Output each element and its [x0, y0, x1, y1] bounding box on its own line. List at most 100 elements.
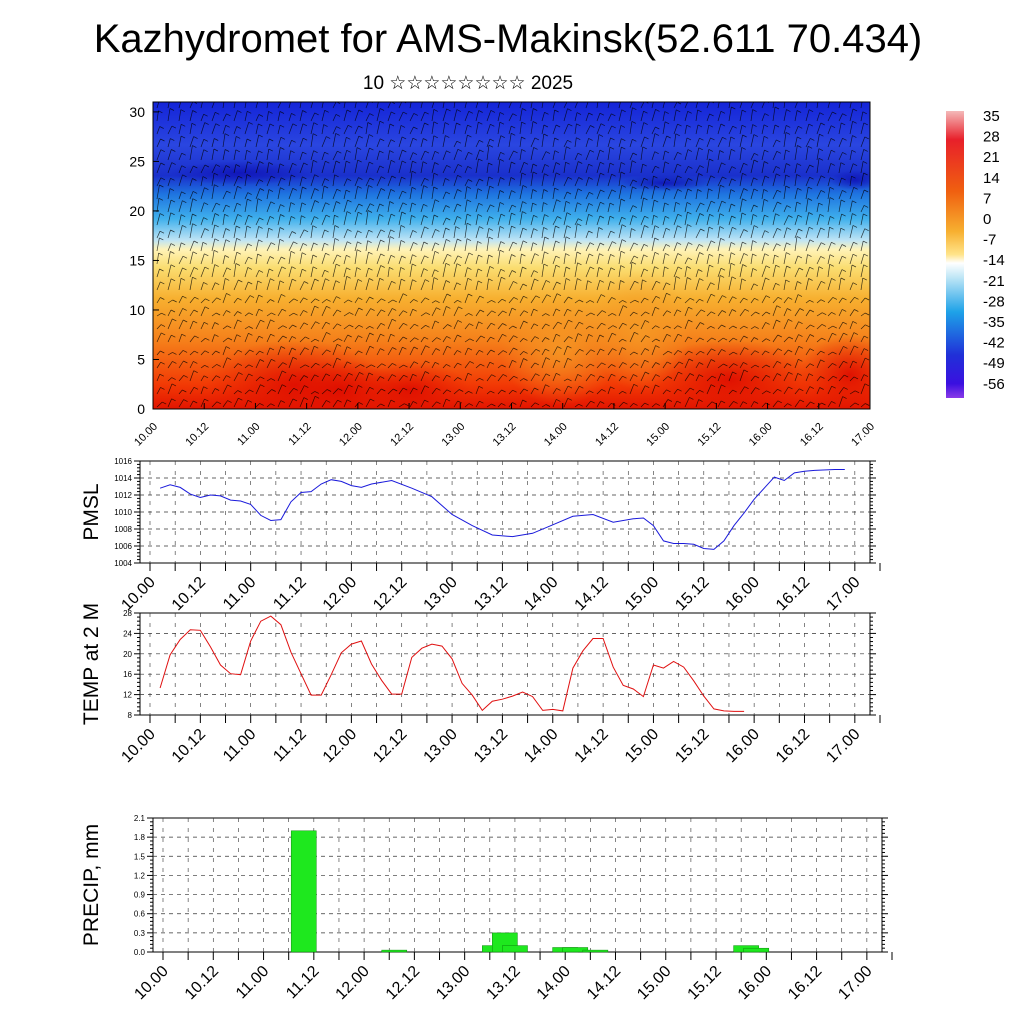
wind-barb-flag	[357, 159, 362, 163]
wind-barb-flag	[412, 137, 418, 141]
wind-barb	[728, 203, 732, 213]
wind-barb-flag	[304, 347, 309, 351]
wind-barb	[750, 268, 754, 278]
wind-barb-flag	[304, 281, 309, 284]
y-tick-label: 1.8	[134, 833, 146, 842]
wind-barb-flag	[720, 267, 726, 271]
wind-barb	[574, 102, 578, 109]
wind-barb-flag	[863, 149, 868, 152]
wind-barb-flag	[193, 309, 198, 313]
wind-barb	[288, 123, 294, 135]
y-tick-label: 8	[128, 711, 133, 720]
wind-barb	[574, 299, 580, 304]
wind-barb-flag	[213, 249, 219, 253]
wind-barb-flag	[436, 337, 441, 340]
wind-barb	[783, 336, 790, 343]
wind-barb	[629, 311, 634, 317]
wind-barb-flag	[523, 338, 528, 341]
wind-barb	[255, 336, 260, 343]
wind-barb-flag	[423, 241, 428, 245]
wind-barb	[519, 162, 525, 174]
wind-barb	[706, 254, 710, 265]
wind-barb-flag	[565, 200, 571, 204]
wind-barb-flag	[412, 308, 417, 312]
wind-barb	[277, 137, 282, 148]
wind-barb-flag	[160, 281, 165, 285]
wind-barb	[629, 179, 634, 187]
wind-barb	[167, 138, 171, 148]
wind-barb	[563, 253, 566, 265]
wind-barb-flag	[567, 385, 573, 389]
wind-barb	[838, 269, 843, 278]
wind-barb	[508, 281, 514, 291]
wind-barb-flag	[621, 99, 625, 101]
wind-barb-flag	[852, 225, 858, 228]
wind-barb	[750, 214, 754, 226]
wind-barb	[420, 161, 424, 174]
wind-barb-flag	[654, 100, 658, 102]
wind-barb	[497, 350, 504, 356]
wind-barb-flag	[555, 308, 561, 312]
wind-barb-flag	[600, 189, 605, 193]
wind-barb	[409, 161, 413, 174]
wind-barb	[244, 111, 248, 122]
wind-barb	[299, 297, 304, 304]
wind-barb-flag	[457, 216, 462, 219]
wind-barb	[695, 228, 701, 239]
wind-barb	[662, 121, 666, 135]
wind-barb-flag	[832, 332, 837, 336]
wind-barb	[673, 225, 678, 239]
wind-barb-flag	[611, 373, 616, 377]
wind-barb	[607, 267, 612, 278]
wind-barb	[167, 200, 172, 213]
wind-barb	[651, 109, 656, 122]
wind-barb-flag	[577, 278, 582, 281]
wind-barb	[563, 378, 568, 382]
wind-barb	[783, 125, 787, 135]
wind-barb-flag	[565, 253, 570, 256]
wind-barb	[750, 298, 755, 304]
wind-barb	[442, 263, 447, 278]
wind-barb	[739, 347, 745, 356]
wind-barb-flag	[224, 149, 230, 152]
wind-barb	[794, 373, 799, 382]
wind-barb-flag	[236, 237, 241, 241]
wind-barb-flag	[820, 122, 825, 126]
wind-barb	[200, 266, 206, 278]
wind-barb	[827, 351, 833, 356]
wind-barb	[706, 294, 712, 304]
wind-barb	[530, 171, 534, 187]
wind-barb-flag	[754, 326, 759, 329]
wind-barb-flag	[744, 308, 750, 312]
wind-barb	[167, 125, 173, 135]
wind-barb	[750, 109, 753, 122]
wind-barb	[695, 147, 700, 161]
wind-barb	[695, 350, 701, 356]
wind-barb	[717, 384, 722, 395]
wind-barb	[651, 176, 654, 187]
wind-barb-flag	[193, 136, 198, 139]
wind-barb	[541, 264, 545, 278]
wind-barb-flag	[590, 266, 595, 270]
wind-barb	[200, 298, 206, 304]
wind-barb	[618, 138, 622, 148]
wind-barb	[200, 242, 204, 252]
wind-barb-flag	[579, 348, 584, 352]
wind-barb	[761, 375, 767, 382]
wind-barb	[156, 126, 161, 135]
wind-barb-flag	[324, 229, 329, 233]
wind-barb-flag	[260, 376, 265, 380]
wind-barb	[299, 186, 303, 200]
wind-barb-flag	[655, 362, 660, 365]
heatmap-x-tick-label: 16.00	[747, 421, 775, 449]
wind-barb	[728, 215, 732, 226]
wind-barb-flag	[379, 120, 385, 124]
wind-barb-flag	[698, 173, 703, 176]
wind-barb-flag	[468, 179, 473, 182]
wind-barb-flag	[862, 161, 868, 164]
colorbar-label: 21	[983, 149, 1000, 166]
wind-barb	[695, 252, 700, 265]
wind-barb	[794, 163, 798, 174]
wind-barb-flag	[798, 321, 803, 325]
wind-barb	[310, 133, 314, 148]
